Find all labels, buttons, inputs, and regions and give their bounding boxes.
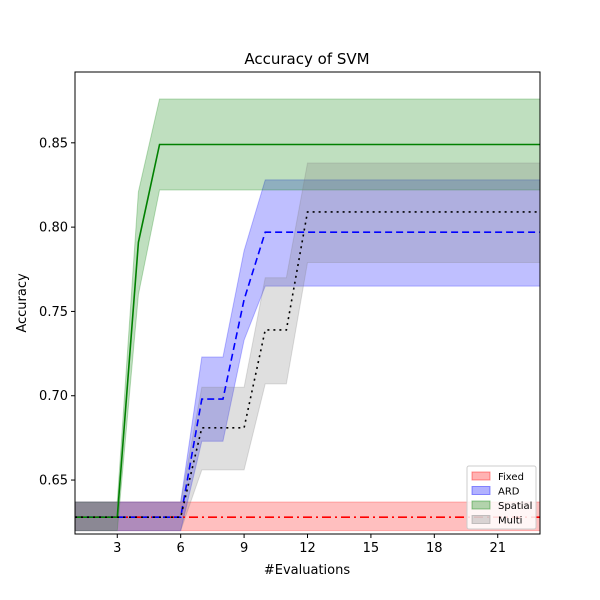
confidence-bands <box>75 98 540 532</box>
x-axis: 3 6 9 12 15 18 21 <box>113 534 506 556</box>
x-tick-label: 3 <box>113 541 121 556</box>
x-tick-label: 18 <box>426 541 443 556</box>
legend-label-multi: Multi <box>498 516 522 527</box>
x-tick-label: 12 <box>299 541 316 556</box>
band-fixed <box>75 501 540 532</box>
line-ard <box>75 231 540 518</box>
line-multi <box>75 211 540 518</box>
band-multi <box>75 162 540 532</box>
legend-label-ard: ARD <box>498 487 520 498</box>
x-tick-label: 6 <box>177 541 185 556</box>
x-axis-label: #Evaluations <box>264 563 350 578</box>
line-spatial <box>75 143 540 518</box>
y-tick-label: 0.65 <box>39 474 68 489</box>
legend: Fixed ARD Spatial Multi <box>466 465 537 530</box>
chart-title: Accuracy of SVM <box>244 50 369 68</box>
y-tick-label: 0.85 <box>39 136 68 151</box>
y-tick-label: 0.75 <box>39 305 68 320</box>
legend-swatch-ard <box>471 486 491 495</box>
legend-swatch-multi <box>471 515 491 524</box>
y-tick-label: 0.70 <box>39 389 68 404</box>
legend-label-fixed: Fixed <box>498 472 524 483</box>
y-axis-label: Accuracy <box>15 273 30 333</box>
legend-box <box>466 465 537 530</box>
band-spatial <box>75 98 540 532</box>
x-tick-label: 9 <box>240 541 248 556</box>
y-tick-label: 0.80 <box>39 221 68 236</box>
x-tick-label: 21 <box>489 541 506 556</box>
legend-swatch-spatial <box>471 500 491 510</box>
y-axis: 0.65 0.70 0.75 0.80 0.85 <box>39 136 75 489</box>
band-ard <box>75 179 540 532</box>
series-lines <box>75 143 540 518</box>
x-tick-label: 15 <box>363 541 380 556</box>
legend-label-spatial: Spatial <box>498 501 532 512</box>
legend-swatch-fixed <box>471 471 491 481</box>
